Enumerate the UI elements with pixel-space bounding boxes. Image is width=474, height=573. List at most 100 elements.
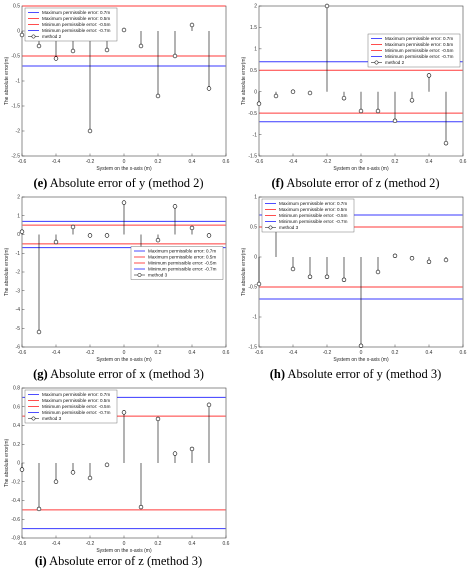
- y-tick-label: -3: [16, 288, 21, 294]
- legend-label: Maximum permissible error: 0.5m: [385, 42, 453, 47]
- data-point: [138, 43, 144, 49]
- data-point: [36, 506, 42, 512]
- legend-label: Minimum permissible error: -0.5m: [385, 48, 454, 53]
- caption-letter-e: (e): [33, 176, 48, 190]
- panel-f: -0.6 -0.4 -0.2 0 0.2 0.4 0.6 2 1.5 1 0.5 0 -0.5 -1 -1.…: [237, 0, 474, 191]
- legend-box: [367, 33, 461, 68]
- data-point: [138, 504, 144, 510]
- legend-label: Maximum permissible error: 0.5m: [42, 398, 110, 403]
- x-tick-label: 0: [123, 159, 126, 165]
- x-tick-label: -0.2: [323, 159, 332, 165]
- y-tick-label: -2: [16, 270, 21, 276]
- caption-g: (g) Absolute error of x (method 3): [0, 367, 237, 382]
- y-tick-label: 0: [254, 255, 257, 261]
- y-tick-label: 1: [254, 47, 257, 53]
- x-tick-label: -0.6: [18, 159, 27, 165]
- data-point: [206, 233, 212, 238]
- y-tick-label: -0.5: [248, 285, 257, 291]
- data-point: [206, 86, 212, 91]
- data-point: [172, 204, 178, 209]
- x-tick-label: -0.4: [289, 350, 298, 356]
- x-tick-label: -0.2: [86, 541, 95, 547]
- y-tick-label: 0: [17, 232, 20, 238]
- legend-box: [261, 198, 355, 233]
- data-point: [121, 410, 127, 415]
- caption-letter-i: (i): [34, 554, 47, 568]
- x-axis-label: System on the x-axis (m): [96, 166, 152, 172]
- x-tick-label: 0.4: [426, 350, 433, 356]
- data-point: [409, 98, 415, 103]
- legend-label: Maximum permissible error: 0.7m: [385, 36, 453, 41]
- data-point: [324, 274, 330, 280]
- y-axis-label: The absolute error(m): [4, 56, 10, 105]
- legend-label: Minimum permissible error: -0.5m: [42, 22, 111, 27]
- data-point: [358, 108, 364, 114]
- y-tick-label: 0.5: [13, 4, 20, 10]
- y-axis-label: The absolute error(m): [4, 247, 10, 296]
- y-tick-label: -1: [253, 315, 258, 321]
- panel-h: -0.6 -0.4 -0.2 0 0.2 0.4 0.6 1 0.5 0 -0.5 -1 -1.5 Sys…: [237, 191, 474, 382]
- legend-label: Maximum permissible error: 0.5m: [42, 16, 110, 21]
- data-point: [70, 224, 76, 230]
- data-point: [70, 48, 76, 54]
- y-tick-label: -5: [16, 326, 21, 332]
- x-tick-label: 0: [360, 159, 363, 165]
- data-point: [324, 3, 330, 9]
- x-tick-label: 0.2: [155, 159, 162, 165]
- data-point: [341, 95, 347, 101]
- legend-box: [24, 7, 118, 42]
- x-tick-label: 0.2: [392, 350, 399, 356]
- x-tick-label: -0.6: [18, 541, 27, 547]
- legend-label: Minimum permissible error: -0.7m: [279, 219, 348, 224]
- legend-label: method 3: [279, 225, 299, 230]
- x-tick-label: -0.4: [52, 350, 61, 356]
- x-tick-label: -0.2: [86, 159, 95, 165]
- caption-h: (h) Absolute error of y (method 3): [237, 367, 474, 382]
- x-tick-label: -0.6: [255, 350, 264, 356]
- legend-label: method 2: [385, 60, 405, 65]
- y-tick-label: -1: [16, 79, 21, 85]
- legend-label: Minimum permissible error: -0.7m: [42, 410, 111, 415]
- y-tick-label: -6: [16, 345, 21, 351]
- x-axis-label: System on the x-axis (m): [333, 166, 389, 172]
- data-point: [121, 200, 127, 205]
- caption-letter-h: (h): [269, 367, 286, 381]
- data-point: [87, 475, 93, 481]
- y-tick-label: 2: [17, 195, 20, 201]
- x-tick-label: 0.4: [426, 159, 433, 165]
- data-point: [172, 451, 178, 456]
- caption-text-e: Absolute error of y (method 2): [47, 176, 204, 190]
- caption-text-g: Absolute error of x (method 3): [47, 367, 204, 381]
- legend-marker: [268, 225, 273, 230]
- y-tick-label: 1: [254, 195, 257, 201]
- data-point: [443, 140, 449, 146]
- y-tick-label: -2.5: [11, 154, 20, 160]
- y-tick-label: -4: [16, 307, 21, 313]
- x-tick-label: -0.2: [86, 350, 95, 356]
- data-point: [290, 89, 296, 94]
- caption-letter-g: (g): [33, 367, 48, 381]
- data-point: [426, 73, 432, 78]
- data-point: [70, 470, 76, 475]
- x-tick-label: 0.2: [392, 159, 399, 165]
- data-point: [104, 462, 110, 468]
- x-tick-label: 0.2: [155, 541, 162, 547]
- caption-i: (i) Absolute error of z (method 3): [0, 554, 237, 569]
- data-point: [189, 22, 195, 28]
- data-point: [19, 467, 25, 472]
- y-tick-label: -0.5: [11, 54, 20, 60]
- x-tick-label: -0.4: [289, 159, 298, 165]
- x-tick-label: 0.6: [223, 350, 230, 356]
- x-tick-label: -0.4: [52, 541, 61, 547]
- y-tick-label: 0: [17, 29, 20, 35]
- data-point: [36, 329, 42, 335]
- y-tick-label: -0.5: [248, 111, 257, 117]
- y-tick-label: -0.6: [11, 517, 20, 523]
- plot-area: [258, 5, 464, 157]
- data-point: [206, 402, 212, 408]
- x-tick-label: 0.6: [460, 159, 467, 165]
